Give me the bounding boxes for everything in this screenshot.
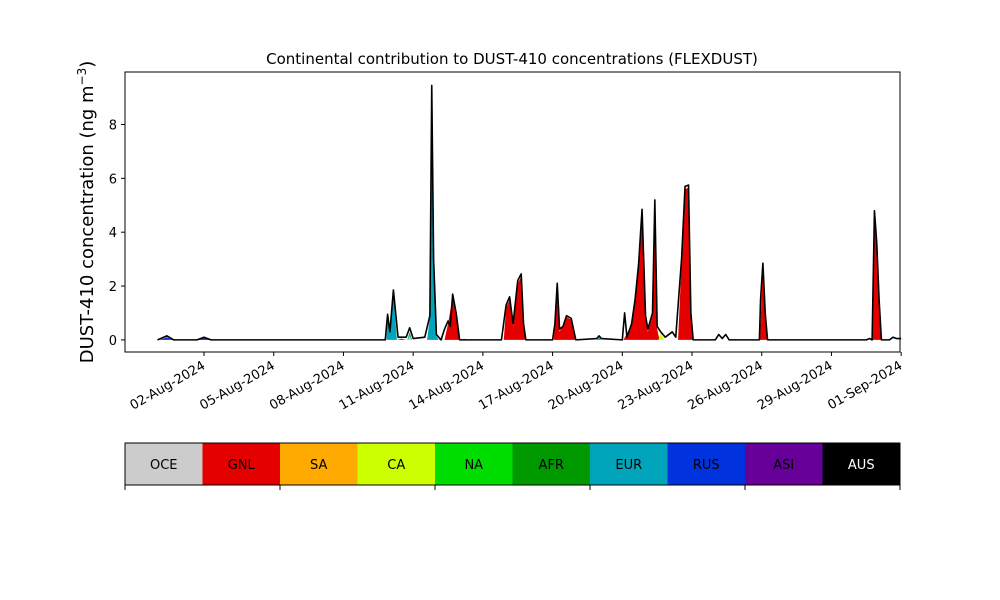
area-gnl-4 xyxy=(678,187,694,340)
legend-swatch-ca xyxy=(357,443,435,485)
y-axis-label-main: DUST-410 concentration (ng m xyxy=(77,85,98,363)
x-tick-label: 05-Aug-2024 xyxy=(197,358,277,413)
y-tick-label: 0 xyxy=(109,334,117,349)
legend-frame xyxy=(124,442,901,486)
area-eur-9 xyxy=(407,331,412,340)
area-asi-16 xyxy=(197,338,211,340)
total-outline-line xyxy=(157,84,902,341)
area-eur-10 xyxy=(596,337,602,340)
chart-title: Continental contribution to DUST-410 con… xyxy=(266,50,758,68)
area-ca-11 xyxy=(408,335,412,340)
x-tick-label: 23-Aug-2024 xyxy=(616,358,696,413)
x-tick-label: 20-Aug-2024 xyxy=(546,358,626,413)
area-ca-12 xyxy=(658,333,665,340)
legend-label-asi: ASI xyxy=(773,458,794,473)
legend-swatch-gnl xyxy=(202,443,280,485)
legend-swatch-oce xyxy=(125,443,203,485)
y-axis: 0 2 4 6 8 xyxy=(109,119,125,349)
legend-swatch-eur xyxy=(590,443,668,485)
x-tick-label: 02-Aug-2024 xyxy=(128,358,208,413)
legend-swatch-rus xyxy=(667,443,745,485)
legend-swatch-afr xyxy=(512,443,590,485)
x-tick-label: 14-Aug-2024 xyxy=(407,358,487,413)
y-tick-label: 2 xyxy=(109,280,117,295)
legend-swatch-aus xyxy=(822,443,900,485)
legend-label-oce: OCE xyxy=(150,458,178,473)
x-tick-label: 17-Aug-2024 xyxy=(476,358,556,413)
y-tick-label: 4 xyxy=(109,226,117,241)
x-tick-label: 29-Aug-2024 xyxy=(755,358,835,413)
legend-label-rus: RUS xyxy=(693,458,720,473)
total-concentration-area xyxy=(158,85,902,339)
area-gnl-1 xyxy=(503,276,526,340)
area-gnl-3 xyxy=(623,202,660,340)
y-axis-label-superscript: −3 xyxy=(75,68,89,86)
legend-label-afr: AFR xyxy=(539,458,564,473)
x-tick-label: 26-Aug-2024 xyxy=(685,358,765,413)
area-rus-15 xyxy=(159,337,173,340)
y-axis-label-close: ) xyxy=(77,61,98,68)
legend-label-na: NA xyxy=(464,458,483,473)
legend-label-gnl: GNL xyxy=(228,458,256,473)
x-axis: 02-Aug-202405-Aug-202408-Aug-202411-Aug-… xyxy=(128,352,905,414)
y-tick-label: 6 xyxy=(109,172,117,187)
area-rus-17 xyxy=(396,338,407,340)
legend-colorbar: OCE GNL SA CA NA AFR EUR RUS ASI AUS xyxy=(124,442,901,490)
legend-swatch-sa xyxy=(280,443,358,485)
legend-label-eur: EUR xyxy=(615,458,642,473)
legend-swatch-na xyxy=(435,443,513,485)
x-tick-label: 08-Aug-2024 xyxy=(267,358,347,413)
y-axis-label: DUST-410 concentration (ng m−3) xyxy=(75,61,98,364)
legend-label-ca: CA xyxy=(387,458,405,473)
plot-frame xyxy=(124,71,901,353)
legend-label-aus: AUS xyxy=(848,458,875,473)
x-tick-label: 01-Sep-2024 xyxy=(825,358,905,413)
plot-area xyxy=(157,84,902,341)
area-gnl-0 xyxy=(444,296,460,340)
y-tick-label: 8 xyxy=(109,119,117,134)
legend-label-sa: SA xyxy=(310,458,327,473)
legend-swatch-asi xyxy=(745,443,823,485)
x-tick-label: 11-Aug-2024 xyxy=(337,358,417,413)
